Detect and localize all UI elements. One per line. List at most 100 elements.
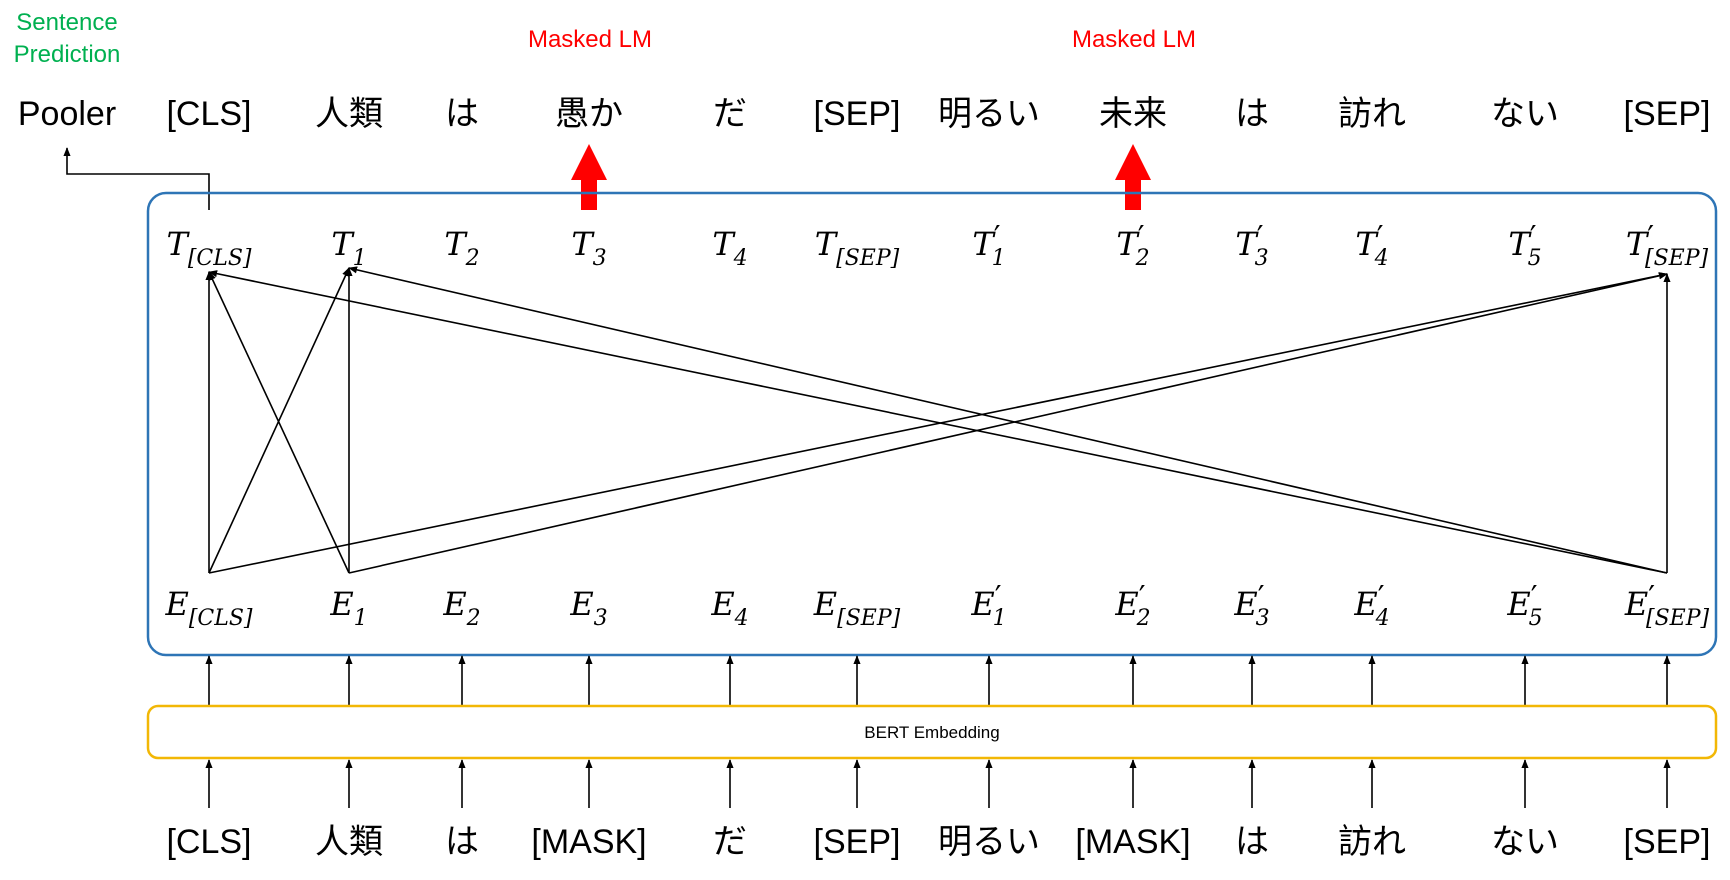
e-label-2: E2 — [442, 585, 480, 631]
e-label-subscript: 5 — [1529, 606, 1543, 631]
top-token-4: だ — [713, 95, 747, 133]
t-label-main: T — [1508, 225, 1532, 263]
e-label-row: E[CLS] E1 E2 E3 E4 E[SEP] E′ 1 E′ 2 E′ 3 E′ 4 E′ 5 E′ [SE… — [164, 580, 1709, 631]
t-label-main: T — [571, 225, 595, 263]
t-label-subscript: 5 — [1528, 246, 1542, 271]
t-label-8: T′ 3 — [1235, 220, 1268, 271]
masked-lm-label-right: Masked LM — [1072, 26, 1196, 53]
e-label-prime-mark: ′ — [1648, 580, 1655, 615]
e-label-subscript: [CLS] — [189, 606, 253, 631]
e-label-3: E3 — [569, 585, 607, 631]
e-label-prime-mark: ′ — [1258, 580, 1265, 615]
masked-lm-arrow-right — [1115, 144, 1151, 210]
t-label-prime-mark: ′ — [1647, 220, 1654, 255]
e-label-prime-mark: ′ — [1139, 580, 1146, 615]
t-label-subscript: 1 — [992, 246, 1006, 271]
e-label-subscript: 2 — [1136, 606, 1151, 631]
t-label-3: T3 — [571, 225, 606, 271]
bottom-token-5: [SEP] — [814, 823, 901, 861]
bottom-token-6: 明るい — [938, 823, 1040, 861]
transformer-box — [146, 191, 1718, 657]
top-token-1: 人類 — [315, 95, 383, 133]
bottom-token-4: だ — [713, 823, 747, 861]
attention-edge-e-1-to-t-sep2 — [348, 272, 1668, 574]
e-label-subscript: 1 — [354, 606, 368, 631]
t-label-main: T — [815, 225, 839, 263]
e-label-subscript: 3 — [594, 606, 608, 631]
t-label-subscript: [SEP] — [836, 246, 900, 271]
bert-embedding-box — [146, 704, 1718, 760]
top-token-11: [SEP] — [1624, 95, 1711, 133]
top-token-9: 訪れ — [1338, 95, 1406, 133]
t-label-main: T — [166, 225, 190, 263]
t-label-prime-mark: ′ — [1377, 220, 1384, 255]
e-label-main: E — [164, 585, 188, 623]
e-label-8: E′ 3 — [1233, 580, 1269, 631]
pooler-label: Pooler — [18, 95, 116, 133]
e-label-main: E — [442, 585, 466, 623]
attention-connections — [205, 266, 1671, 574]
embedding-to-transformer-arrows — [205, 655, 1671, 706]
bottom-token-9: 訪れ — [1338, 823, 1406, 861]
sentence-prediction-label-line1: Sentence — [16, 9, 117, 36]
sentence-prediction-label-line2: Prediction — [14, 41, 121, 68]
e-label-4: E4 — [710, 585, 748, 631]
token-to-embedding-arrows — [205, 759, 1671, 808]
t-label-main: T — [1626, 225, 1650, 263]
t-label-row: T[CLS] T1 T2 T3 T4 T[SEP] T′ 1 T′ 2 T′ 3 T′ 4 T′ 5 T′ [SE… — [166, 220, 1708, 271]
t-label-subscript: 4 — [1374, 246, 1389, 271]
pooler-connector-arrow — [63, 147, 210, 210]
e-label-subscript: 4 — [734, 606, 749, 631]
t-label-9: T′ 4 — [1355, 220, 1388, 271]
bottom-token-0: [CLS] — [166, 823, 251, 861]
e-label-main: E — [569, 585, 593, 623]
attention-edge-e-cls-to-t-1 — [208, 267, 350, 574]
e-label-subscript: 2 — [466, 606, 481, 631]
top-token-6: 明るい — [938, 95, 1040, 133]
t-label-main: T — [1116, 225, 1140, 263]
e-label-0: E[CLS] — [164, 585, 252, 631]
t-label-prime-mark: ′ — [994, 220, 1001, 255]
t-label-2: T2 — [444, 225, 479, 271]
attention-edge-e-1-to-t-cls — [208, 271, 350, 574]
t-label-subscript: 4 — [733, 246, 748, 271]
t-label-prime-mark: ′ — [1138, 220, 1145, 255]
e-label-main: E — [813, 585, 837, 623]
t-label-main: T — [1355, 225, 1379, 263]
e-label-prime-mark: ′ — [1378, 580, 1385, 615]
bottom-token-10: ない — [1491, 823, 1559, 861]
e-label-main: E — [710, 585, 734, 623]
e-label-5: E[SEP] — [813, 585, 901, 631]
t-label-main: T — [972, 225, 996, 263]
t-label-11: T′ [SEP] — [1626, 220, 1709, 271]
e-label-9: E′ 4 — [1353, 580, 1389, 631]
t-label-10: T′ 5 — [1508, 220, 1541, 271]
t-label-subscript: [SEP] — [1645, 246, 1709, 271]
e-label-main: E — [1506, 585, 1530, 623]
t-label-subscript: 2 — [465, 246, 480, 271]
t-label-0: T[CLS] — [166, 225, 251, 271]
e-label-11: E′ [SEP] — [1624, 580, 1710, 631]
top-token-10: ない — [1491, 95, 1559, 133]
e-label-subscript: 3 — [1256, 606, 1270, 631]
bottom-token-1: 人類 — [315, 823, 383, 861]
bottom-token-8: は — [1235, 823, 1269, 861]
top-token-5: [SEP] — [814, 95, 901, 133]
t-label-6: T′ 1 — [972, 220, 1005, 271]
e-label-1: E1 — [329, 585, 367, 631]
t-label-main: T — [712, 225, 736, 263]
t-label-subscript: 3 — [1255, 246, 1269, 271]
bottom-token-row: [CLS] 人類 は [MASK] だ [SEP] 明るい [MASK] は 訪れ ない [SEP] — [166, 823, 1710, 861]
e-label-subscript: 4 — [1375, 606, 1390, 631]
top-token-3: 愚か — [555, 95, 623, 133]
t-label-subscript: [CLS] — [188, 246, 252, 271]
top-token-row: [CLS] 人類 は 愚か だ [SEP] 明るい 未来 は 訪れ ない [SEP] — [166, 95, 1710, 133]
t-label-7: T′ 2 — [1116, 220, 1149, 271]
t-label-1: T1 — [331, 225, 366, 271]
t-label-5: T[SEP] — [815, 225, 900, 271]
attention-edge-e-sep2-to-t-1 — [348, 266, 1668, 574]
e-label-6: E′ 1 — [970, 580, 1006, 631]
top-token-8: は — [1235, 95, 1269, 133]
